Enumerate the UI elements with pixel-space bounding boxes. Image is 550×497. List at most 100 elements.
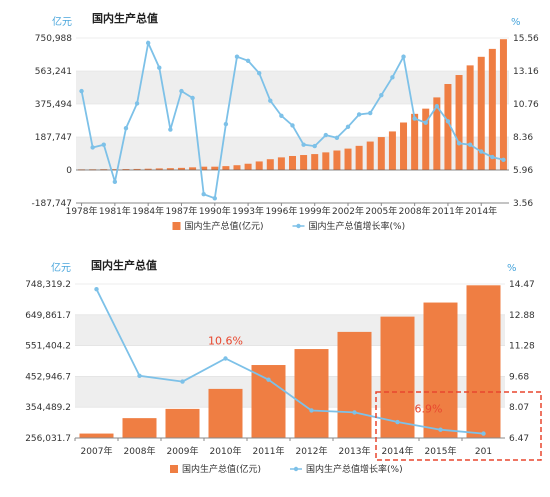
x-tick-label: 1981年: [99, 205, 131, 217]
left-tick-label: 354,489.2: [25, 403, 71, 413]
legend-bar-swatch: [170, 465, 178, 473]
gdp-bar: [222, 166, 230, 170]
x-tick-label: 1993年: [232, 205, 264, 217]
right-tick-label: 15.56: [513, 34, 539, 44]
right-tick-label: 12.88: [509, 311, 535, 321]
gdp-bar: [155, 168, 163, 170]
growth-rate-point: [179, 88, 184, 94]
gdp-bar: [355, 145, 363, 170]
growth-rate-point: [266, 377, 271, 382]
growth-rate-point: [323, 132, 329, 138]
left-tick-label: 187,747: [35, 133, 72, 143]
x-tick-label: 2014年: [465, 205, 497, 217]
gdp-bar: [211, 166, 219, 170]
x-tick-label: 2014年: [382, 445, 414, 457]
growth-rate-point: [368, 110, 373, 116]
x-tick-label: 2013年: [339, 445, 371, 457]
growth-rate-point: [79, 88, 84, 94]
gdp-bar: [377, 137, 385, 170]
gdp-bar: [366, 141, 374, 170]
gdp-bar: [400, 122, 408, 170]
left-tick-label: 452,946.7: [25, 372, 71, 382]
x-tick-label: 2002年: [332, 205, 364, 217]
left-axis-unit: 亿元: [51, 261, 71, 274]
growth-rate-point: [390, 75, 395, 80]
right-tick-label: 13.16: [513, 67, 539, 77]
gdp-chart-1978-2016: 国内生产总值 亿元 % 750,988 15.56 563,241 13.16 375,494…: [32, 11, 540, 232]
growth-rate-point: [290, 123, 295, 128]
growth-rate-point: [356, 112, 362, 117]
gdp-bar: [388, 131, 396, 170]
gdp-bar: [466, 285, 501, 438]
legend-line-marker: [293, 466, 299, 472]
growth-rate-point: [309, 408, 314, 413]
left-tick-label: 256,031.7: [25, 434, 71, 444]
right-tick-label: 5.96: [513, 166, 533, 176]
gdp-bar: [251, 365, 286, 438]
growth-rate-point: [479, 149, 484, 154]
left-tick-label: 375,494: [35, 100, 72, 110]
x-tick-label: 1996年: [265, 205, 297, 217]
x-tick-label: 1987年: [166, 205, 198, 217]
left-tick-label: 563,241: [35, 67, 72, 77]
growth-rate-point: [434, 104, 440, 109]
gdp-bar: [189, 167, 197, 170]
growth-rate-point: [279, 113, 284, 119]
right-tick-label: 10.76: [513, 100, 539, 110]
growth-rate-point: [201, 192, 206, 197]
legend-bar-label: 国内生产总值(亿元): [185, 220, 264, 232]
gdp-bar: [423, 302, 458, 438]
left-tick-label: 0: [66, 166, 72, 176]
growth-rate-point: [190, 95, 195, 101]
growth-rate-point: [395, 419, 400, 425]
growth-rate-point: [256, 71, 262, 76]
growth-rate-point: [456, 141, 462, 146]
gdp-bar: [337, 331, 372, 438]
growth-rate-point: [101, 142, 106, 147]
growth-rate-point: [223, 356, 228, 361]
x-tick-label: 2011年: [253, 445, 285, 457]
growth-rate-point: [223, 121, 229, 127]
gdp-bar: [411, 113, 419, 170]
x-tick-label: 1999年: [299, 205, 331, 217]
x-tick-label: 2008年: [399, 205, 431, 217]
right-axis-unit: %: [507, 263, 517, 274]
right-tick-label: 11.28: [509, 342, 535, 352]
right-tick-label: 14.47: [509, 280, 535, 290]
left-tick-label: 748,319.2: [25, 280, 71, 290]
gdp-bar: [499, 39, 507, 170]
gdp-bar: [311, 154, 319, 170]
x-tick-label: 1984年: [132, 205, 164, 217]
chart-title: 国内生产总值: [91, 258, 157, 272]
gdp-bar: [255, 161, 263, 170]
gdp-bar: [294, 349, 329, 438]
growth-rate-point: [90, 145, 95, 150]
growth-rate-point: [301, 142, 306, 147]
legend-line-label: 国内生产总值增长率(%): [306, 463, 403, 475]
annotation-2015: 6.9%: [415, 403, 443, 416]
growth-rate-line: [95, 288, 484, 435]
growth-rate-point: [112, 179, 118, 185]
x-tick-label: 2007年: [81, 445, 113, 457]
gdp-bar: [133, 168, 141, 170]
right-tick-label: 9.68: [509, 372, 529, 382]
right-tick-label: 6.47: [509, 434, 529, 444]
x-tick-label: 201: [475, 447, 492, 457]
gdp-bar: [277, 157, 285, 170]
left-tick-label: 649,861.7: [25, 311, 71, 321]
gdp-bar: [289, 155, 296, 170]
growth-rate-point: [157, 65, 162, 70]
growth-rate-point: [401, 54, 406, 59]
growth-rate-point: [212, 196, 217, 201]
gdp-bar: [422, 108, 430, 170]
right-axis-unit: %: [511, 17, 521, 28]
highlight-box: [375, 391, 542, 461]
growth-rate-point: [438, 427, 443, 432]
growth-rate-point: [145, 40, 151, 46]
growth-rate-point: [445, 119, 451, 124]
growth-rate-point: [467, 142, 473, 147]
gdp-bar: [177, 167, 185, 170]
x-tick-label: 2008年: [124, 445, 156, 457]
gdp-bar: [444, 83, 452, 170]
growth-rate-point: [137, 373, 142, 379]
